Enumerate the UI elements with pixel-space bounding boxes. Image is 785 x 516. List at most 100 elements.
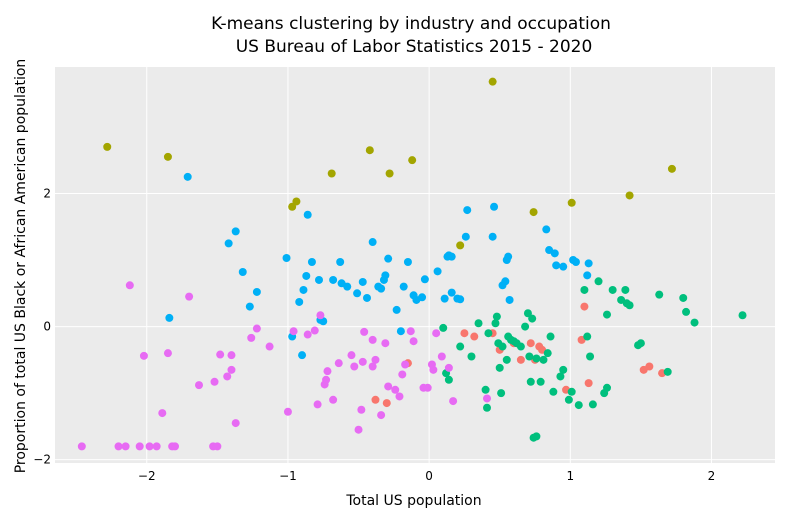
data-point xyxy=(323,367,332,376)
data-point xyxy=(121,442,130,451)
data-point xyxy=(227,351,236,360)
data-point xyxy=(265,342,274,351)
cluster-series-5 xyxy=(77,281,491,451)
data-point xyxy=(738,311,747,320)
data-point xyxy=(381,271,390,280)
data-point xyxy=(497,389,506,398)
data-point xyxy=(447,288,456,297)
data-point xyxy=(460,329,469,338)
data-point xyxy=(484,329,493,338)
data-point xyxy=(529,208,538,217)
data-point xyxy=(532,432,541,441)
chart-subtitle: US Bureau of Labor Statistics 2015 - 202… xyxy=(236,37,593,57)
data-point xyxy=(667,164,676,173)
data-point xyxy=(621,285,630,294)
data-point xyxy=(103,142,112,151)
data-point xyxy=(395,392,404,401)
data-point xyxy=(505,295,514,304)
data-point xyxy=(216,350,225,359)
data-point xyxy=(392,305,401,314)
data-point xyxy=(329,275,338,284)
cluster-series-3 xyxy=(439,277,747,442)
data-point xyxy=(567,387,576,396)
data-point xyxy=(483,394,491,403)
data-point xyxy=(399,282,408,291)
data-point xyxy=(423,383,432,392)
data-point xyxy=(502,355,511,364)
grid-lines xyxy=(55,67,775,463)
data-point xyxy=(360,327,369,336)
data-point xyxy=(145,442,154,451)
data-point xyxy=(327,169,336,178)
data-point xyxy=(603,383,611,392)
data-point xyxy=(470,332,479,341)
data-point xyxy=(536,377,545,386)
data-point xyxy=(483,403,491,412)
data-point xyxy=(498,342,507,351)
data-point xyxy=(516,342,525,351)
chart-title: K-means clustering by industry and occup… xyxy=(211,14,611,34)
data-point xyxy=(195,381,203,390)
data-point xyxy=(319,317,328,326)
x-axis-title: Total US population xyxy=(345,493,481,509)
data-point xyxy=(334,359,343,368)
data-point xyxy=(504,252,513,261)
data-point xyxy=(245,302,254,311)
data-point xyxy=(552,261,561,270)
data-point xyxy=(542,225,551,234)
data-point xyxy=(525,352,534,361)
x-tick-label: 0 xyxy=(425,469,433,483)
data-point xyxy=(165,313,174,322)
data-point xyxy=(283,407,292,416)
data-point xyxy=(303,210,312,219)
data-point xyxy=(385,169,394,178)
data-point xyxy=(546,332,555,341)
data-point xyxy=(594,277,603,286)
data-point xyxy=(608,285,617,294)
data-point xyxy=(396,327,405,336)
data-point xyxy=(377,284,386,293)
data-point xyxy=(377,411,386,420)
data-point xyxy=(354,425,363,434)
data-point xyxy=(584,379,593,388)
data-point xyxy=(491,319,500,328)
data-point xyxy=(158,409,167,418)
data-point xyxy=(580,285,589,294)
data-point xyxy=(584,259,593,268)
data-point xyxy=(213,442,222,451)
data-point xyxy=(224,239,233,248)
data-point xyxy=(636,339,645,348)
data-point xyxy=(645,362,654,371)
data-point xyxy=(357,405,366,414)
tick-labels: −2 −1 0 1 2 −2 0 2 xyxy=(33,186,715,483)
data-point xyxy=(625,191,634,200)
data-point xyxy=(350,362,359,371)
data-point xyxy=(135,442,144,451)
data-point xyxy=(549,387,558,396)
data-point xyxy=(371,395,380,404)
data-point xyxy=(420,275,429,284)
data-point xyxy=(398,370,407,379)
data-point xyxy=(289,327,298,336)
y-tick-label: −2 xyxy=(33,453,51,467)
data-point xyxy=(429,365,438,374)
data-point xyxy=(447,252,456,261)
data-point xyxy=(298,351,307,360)
plot-background xyxy=(55,67,775,463)
data-point xyxy=(252,287,261,296)
x-tick-label: −2 xyxy=(138,469,156,483)
data-point xyxy=(526,339,535,348)
data-point xyxy=(365,146,374,155)
data-point xyxy=(368,335,377,344)
data-point xyxy=(583,332,592,341)
data-point xyxy=(316,311,325,320)
data-point xyxy=(406,327,415,336)
data-point xyxy=(488,77,497,86)
data-point xyxy=(440,294,449,303)
data-point xyxy=(288,202,297,211)
data-point xyxy=(310,326,319,335)
data-point xyxy=(655,290,664,299)
data-point xyxy=(528,314,537,323)
data-point xyxy=(439,323,448,332)
data-point xyxy=(409,337,418,346)
